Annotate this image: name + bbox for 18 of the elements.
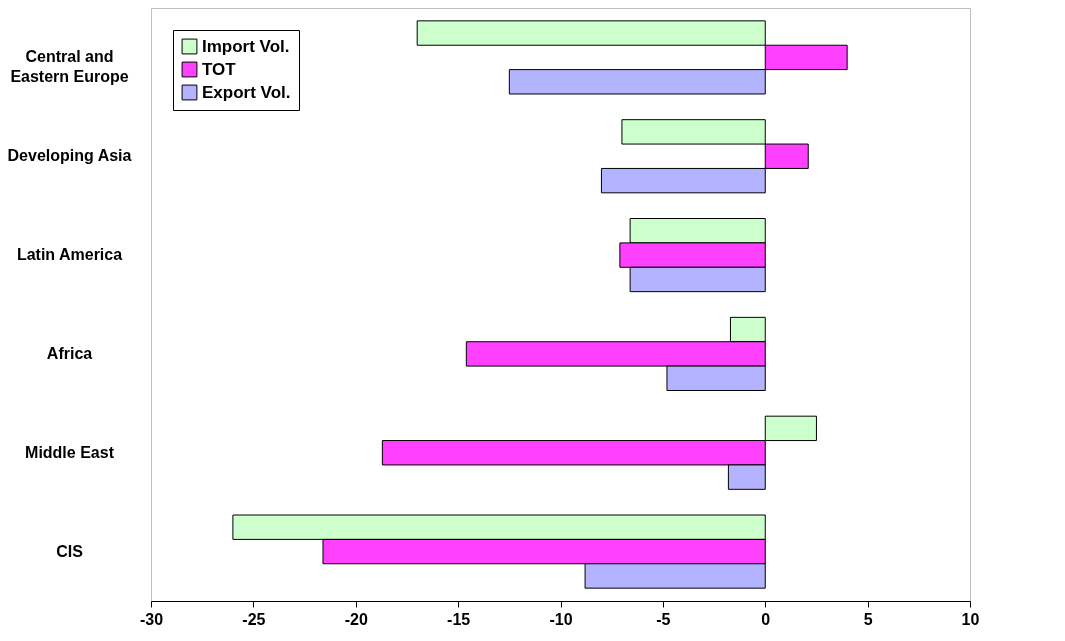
- legend-label: Import Vol.: [202, 36, 290, 56]
- y-tick-label: Latin America: [16, 246, 123, 264]
- y-tick-label: Africa: [46, 344, 93, 362]
- y-tick-label: CIS: [56, 542, 84, 560]
- x-tick-label: -10: [549, 610, 573, 628]
- x-tick-label: 0: [761, 610, 771, 628]
- legend-label: TOT: [202, 59, 237, 79]
- y-tick-label: Middle East: [25, 443, 115, 461]
- y-tick-label: Developing Asia: [7, 147, 132, 165]
- x-tick-label: -30: [139, 610, 164, 628]
- x-tick-label: 5: [863, 610, 873, 628]
- y-tick-label: Central and Eastern Europe: [10, 48, 129, 86]
- x-tick-label: -5: [656, 610, 671, 628]
- x-tick-label: -20: [344, 610, 368, 628]
- x-tick-label: 10: [961, 610, 980, 628]
- x-tick-label: -25: [242, 610, 266, 628]
- x-tick-label: -15: [447, 610, 471, 628]
- legend-label: Export Vol.: [202, 82, 291, 102]
